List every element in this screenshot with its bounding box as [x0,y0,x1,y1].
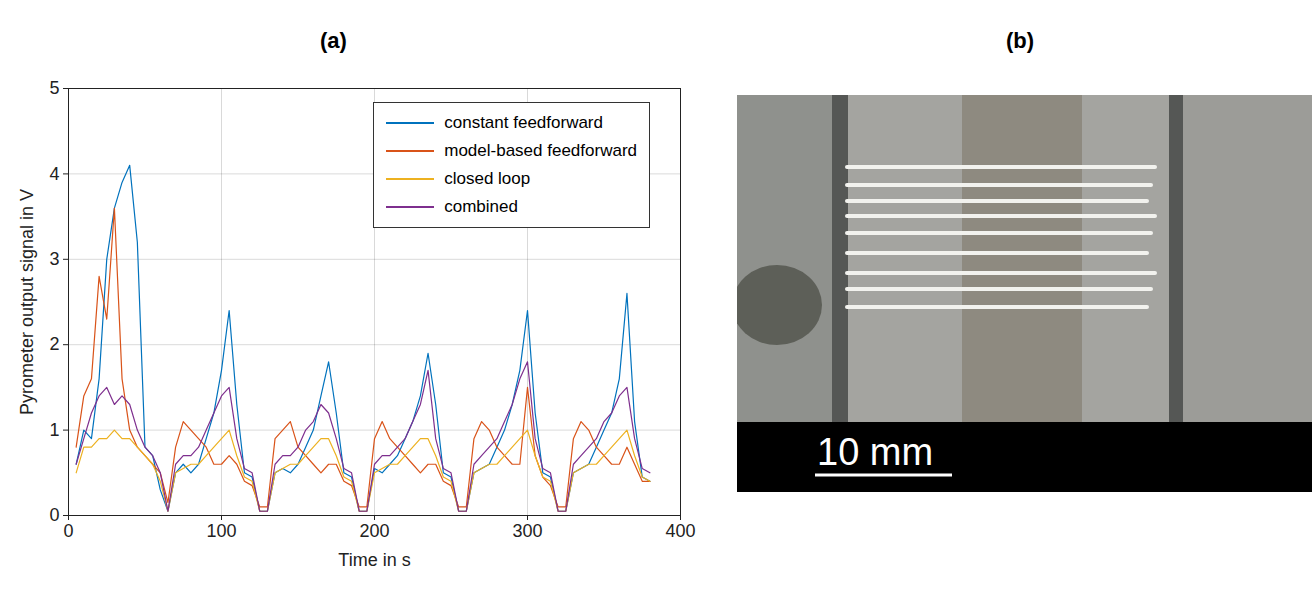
svg-text:10 mm: 10 mm [817,431,933,473]
svg-text:4: 4 [49,164,59,184]
html-text:constant feedforward: constant feedforward [444,113,603,132]
svg-text:3: 3 [49,249,59,269]
html-text:combined: combined [444,197,518,216]
html-text:closed loop: closed loop [444,169,531,188]
svg-text:0: 0 [63,521,73,541]
svg-text:1: 1 [49,420,59,440]
html-text:(b): (b) [1006,28,1035,53]
svg-text:Pyrometer output signal in V: Pyrometer output signal in V [17,189,37,415]
svg-text:2: 2 [49,334,59,354]
svg-text:0: 0 [49,505,59,525]
svg-text:100: 100 [206,521,236,541]
html-text:model-based feedforward: model-based feedforward [444,141,637,160]
svg-text:Time in s: Time in s [338,550,410,570]
svg-text:300: 300 [512,521,542,541]
svg-text:400: 400 [665,521,695,541]
svg-text:5: 5 [49,78,59,98]
svg-text:200: 200 [359,521,389,541]
html-text:(a): (a) [320,28,347,53]
